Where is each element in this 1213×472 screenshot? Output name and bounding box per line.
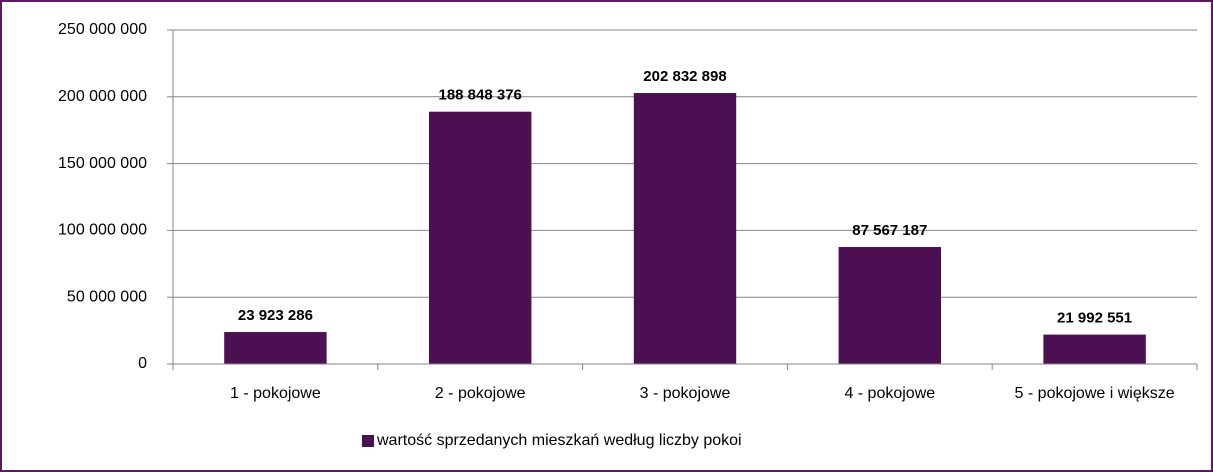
data-label: 87 567 187 xyxy=(852,222,927,239)
bar xyxy=(838,247,941,364)
x-tick-label: 2 - pokojowe xyxy=(434,385,526,402)
bar xyxy=(633,93,737,364)
y-tick-label: 50 000 000 xyxy=(67,288,147,305)
bar xyxy=(224,332,327,364)
y-tick-label: 200 000 000 xyxy=(58,88,147,105)
legend-label: wartość sprzedanych mieszkań według licz… xyxy=(377,432,742,449)
data-label: 21 992 551 xyxy=(1057,310,1132,327)
x-tick-label: 5 - pokojowe i większe xyxy=(1014,385,1175,402)
x-tick-label: 3 - pokojowe xyxy=(639,385,731,402)
legend-swatch xyxy=(362,435,374,447)
x-tick-label: 4 - pokojowe xyxy=(844,385,936,402)
y-tick-label: 150 000 000 xyxy=(58,155,147,172)
data-label: 188 848 376 xyxy=(438,87,521,104)
bar xyxy=(429,111,532,364)
x-tick-label: 1 - pokojowe xyxy=(230,385,321,402)
data-label: 202 832 898 xyxy=(643,68,726,85)
bar xyxy=(1043,334,1146,364)
y-tick-label: 0 xyxy=(138,355,147,372)
data-label: 23 923 286 xyxy=(238,307,313,324)
y-tick-label: 250 000 000 xyxy=(58,21,147,38)
y-tick-label: 100 000 000 xyxy=(58,222,147,239)
